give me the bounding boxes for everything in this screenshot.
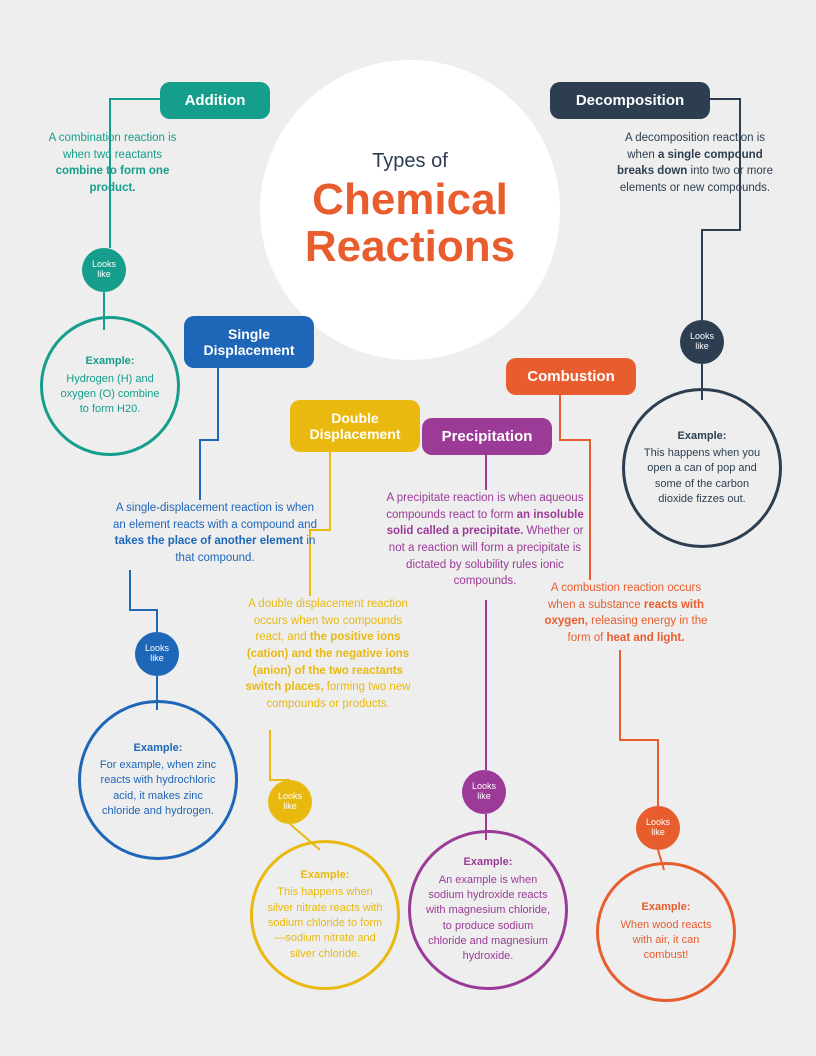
addition-example-label: Example: <box>86 354 135 369</box>
precipitation-looks-like-badge: Lookslike <box>462 770 506 814</box>
infographic-canvas: Types of ChemicalReactions Addition A com… <box>0 0 816 1056</box>
precipitation-pill: Precipitation <box>422 418 552 455</box>
decomposition-example-label: Example: <box>678 429 727 444</box>
double-looks-like-badge: Lookslike <box>268 780 312 824</box>
addition-looks-like-badge: Lookslike <box>82 248 126 292</box>
double-description: A double displacement reaction occurs wh… <box>238 596 418 713</box>
precipitation-example-label: Example: <box>464 855 513 870</box>
combustion-description: A combustion reaction occurs when a subs… <box>536 580 716 647</box>
single-description: A single-displacement reaction is when a… <box>110 500 320 567</box>
addition-example-text: Hydrogen (H) and oxygen (O) combine to f… <box>57 372 163 418</box>
center-circle: Types of ChemicalReactions <box>260 60 560 360</box>
combustion-example-text: When wood reacts with air, it can combus… <box>613 918 719 964</box>
double-example-text: This happens when silver nitrate reacts … <box>267 885 383 962</box>
single-pill: Single Displacement <box>184 316 314 368</box>
decomposition-pill: Decomposition <box>550 82 710 119</box>
combustion-example-circle: Example: When wood reacts with air, it ca… <box>596 862 736 1002</box>
decomposition-example-text: This happens when you open a can of pop … <box>639 446 765 508</box>
addition-pill: Addition <box>160 82 270 119</box>
combustion-looks-like-badge: Lookslike <box>636 806 680 850</box>
combustion-pill: Combustion <box>506 358 636 395</box>
precipitation-example-circle: Example: An example is when sodium hydrox… <box>408 830 568 990</box>
decomposition-looks-like-badge: Lookslike <box>680 320 724 364</box>
double-example-label: Example: <box>301 868 350 883</box>
single-example-circle: Example: For example, when zinc reacts wi… <box>78 700 238 860</box>
precipitation-description: A precipitate reaction is when aqueous c… <box>380 490 590 590</box>
double-pill: Double Displacement <box>290 400 420 452</box>
decomposition-description: A decomposition reaction is when a singl… <box>610 130 780 197</box>
addition-description: A combination reaction is when two react… <box>40 130 185 197</box>
single-example-label: Example: <box>134 741 183 756</box>
double-example-circle: Example: This happens when silver nitrate… <box>250 840 400 990</box>
combustion-example-label: Example: <box>642 900 691 915</box>
precipitation-example-text: An example is when sodium hydroxide reac… <box>425 873 551 965</box>
single-looks-like-badge: Lookslike <box>135 632 179 676</box>
decomposition-example-circle: Example: This happens when you open a can… <box>622 388 782 548</box>
single-example-text: For example, when zinc reacts with hydro… <box>95 758 221 820</box>
addition-example-circle: Example: Hydrogen (H) and oxygen (O) comb… <box>40 316 180 456</box>
center-subtitle: Types of <box>372 150 448 173</box>
center-title: ChemicalReactions <box>305 177 515 269</box>
